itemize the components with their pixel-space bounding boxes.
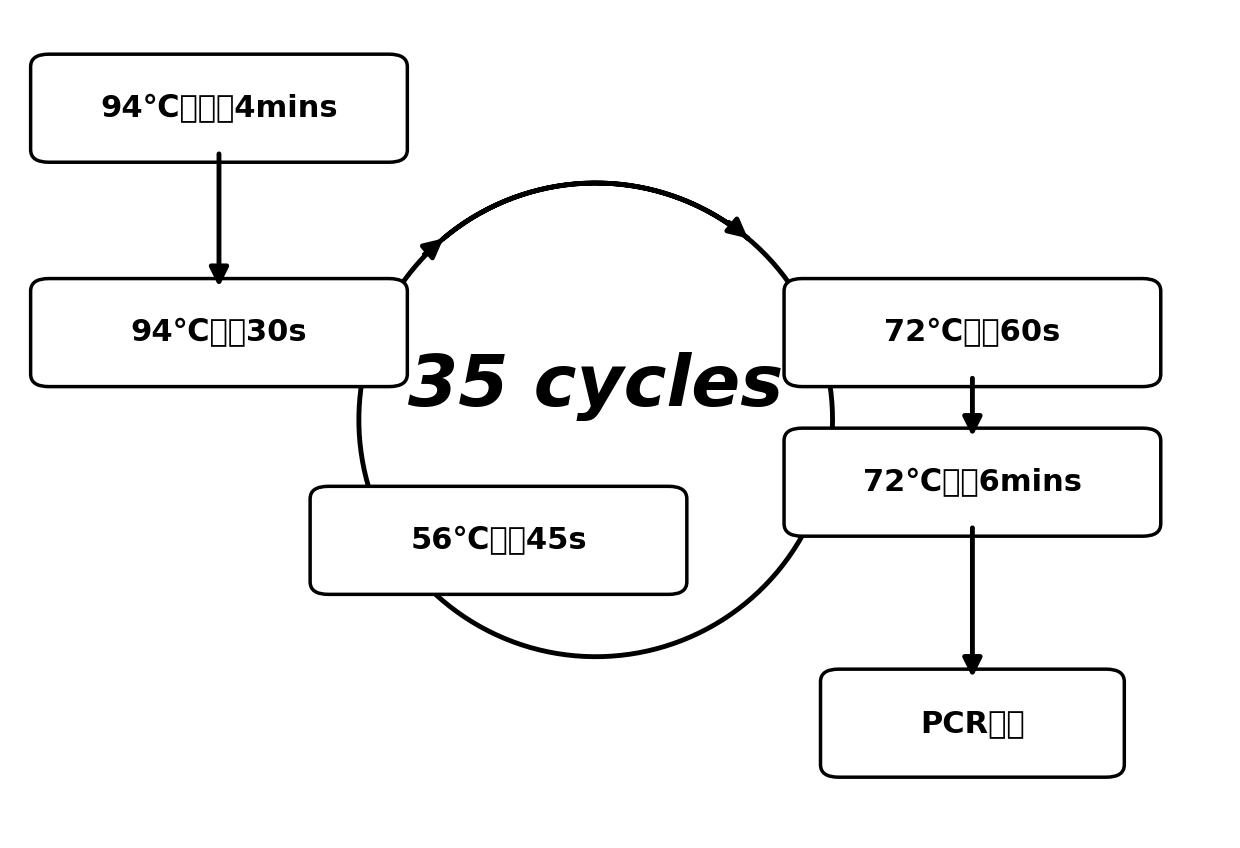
- Text: 72℃延䉓6mins: 72℃延䉓6mins: [863, 467, 1083, 497]
- FancyBboxPatch shape: [31, 279, 407, 387]
- FancyBboxPatch shape: [821, 669, 1125, 777]
- Text: 94℃预变性4mins: 94℃预变性4mins: [100, 93, 337, 123]
- FancyBboxPatch shape: [784, 279, 1161, 387]
- Text: 72℃延䉓60s: 72℃延䉓60s: [884, 318, 1060, 347]
- Text: PCR产物: PCR产物: [920, 709, 1024, 738]
- FancyBboxPatch shape: [31, 54, 407, 162]
- Text: 56℃退火45s: 56℃退火45s: [410, 526, 587, 555]
- Text: 35 cycles: 35 cycles: [408, 352, 784, 421]
- FancyBboxPatch shape: [310, 487, 687, 594]
- Text: 94℃变性30s: 94℃变性30s: [130, 318, 308, 347]
- FancyBboxPatch shape: [784, 428, 1161, 536]
